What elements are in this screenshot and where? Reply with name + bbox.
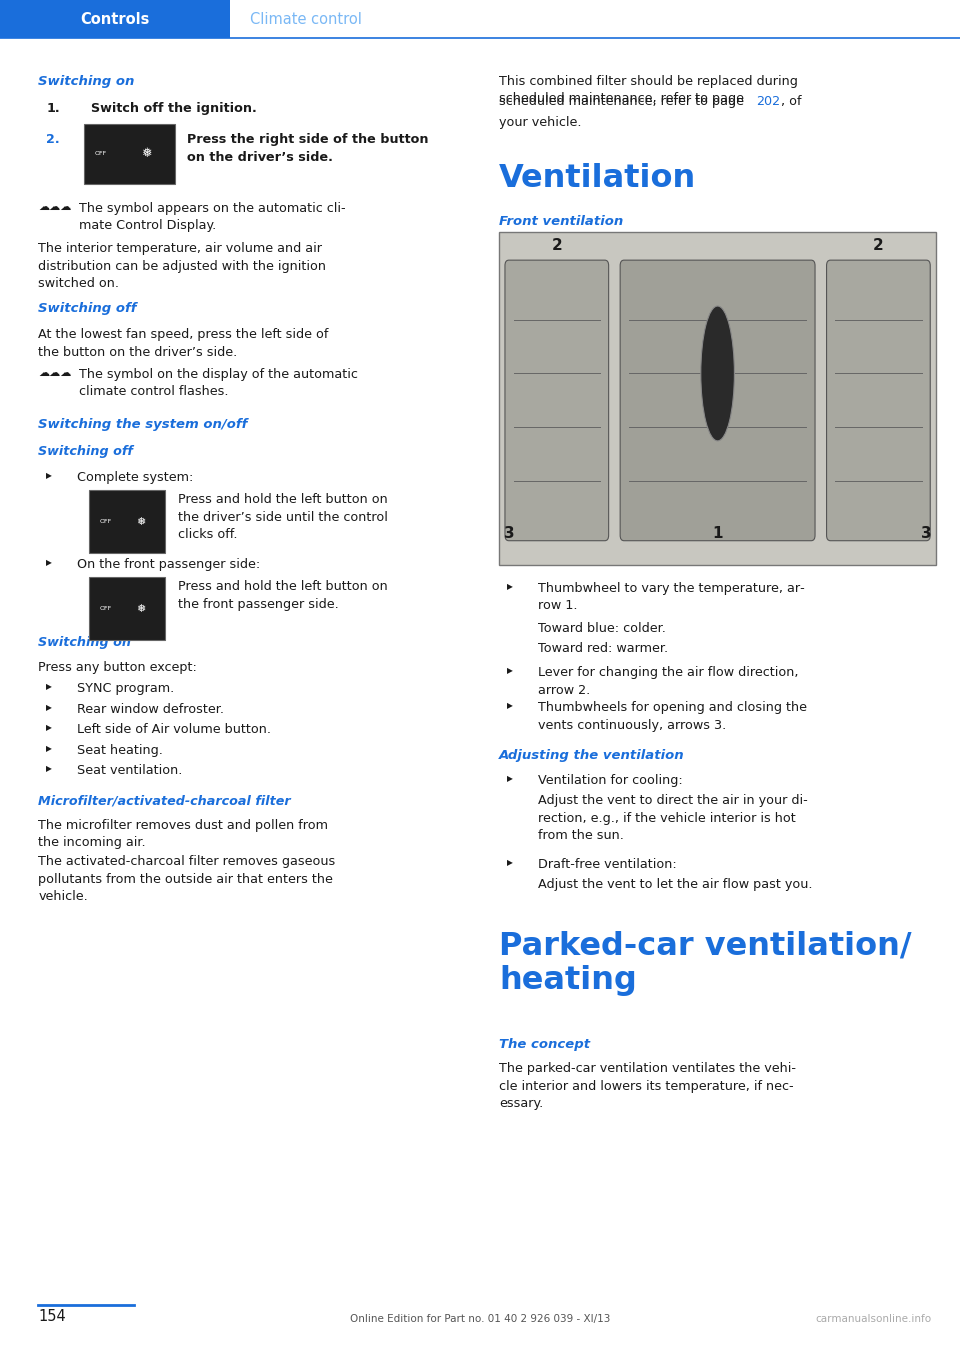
FancyBboxPatch shape [89, 577, 165, 640]
FancyBboxPatch shape [84, 124, 175, 184]
Text: Switching on: Switching on [38, 636, 132, 650]
Text: The microfilter removes dust and pollen from
the incoming air.: The microfilter removes dust and pollen … [38, 819, 328, 849]
FancyBboxPatch shape [620, 260, 815, 541]
Text: ❅: ❅ [136, 603, 146, 614]
Text: 2.: 2. [46, 133, 60, 147]
Text: Thumbwheel to vary the temperature, ar‑
row 1.: Thumbwheel to vary the temperature, ar‑ … [538, 582, 804, 612]
FancyBboxPatch shape [505, 260, 609, 541]
Text: Switching on: Switching on [38, 75, 134, 89]
Text: ▶: ▶ [46, 558, 52, 568]
Text: 1: 1 [712, 526, 723, 541]
Text: The symbol appears on the automatic cli‑
mate Control Display.: The symbol appears on the automatic cli‑… [79, 202, 346, 232]
Text: Adjusting the ventilation: Adjusting the ventilation [499, 749, 684, 763]
Text: Adjust the vent to direct the air in your di‑
rection, e.g., if the vehicle inte: Adjust the vent to direct the air in you… [538, 794, 807, 842]
FancyBboxPatch shape [89, 490, 165, 553]
Text: This combined filter should be replaced during
scheduled maintenance, refer to p: This combined filter should be replaced … [499, 75, 798, 105]
Ellipse shape [701, 306, 734, 441]
Text: 2: 2 [551, 238, 563, 253]
Text: Ventilation for cooling:: Ventilation for cooling: [538, 774, 683, 787]
Text: Toward red: warmer.: Toward red: warmer. [538, 642, 668, 655]
FancyBboxPatch shape [0, 0, 960, 38]
Text: Press any button except:: Press any button except: [38, 661, 197, 674]
Text: ☁☁☁: ☁☁☁ [38, 202, 72, 211]
Text: ▶: ▶ [507, 582, 513, 591]
Text: Press and hold the left button on
the front passenger side.: Press and hold the left button on the fr… [178, 580, 387, 610]
Text: Rear window defroster.: Rear window defroster. [77, 703, 224, 716]
Text: 1.: 1. [46, 102, 60, 116]
Text: scheduled maintenance, refer to page: scheduled maintenance, refer to page [499, 95, 748, 109]
Text: Climate control: Climate control [250, 11, 362, 27]
Text: Thumbwheels for opening and closing the
vents continuously, arrows 3.: Thumbwheels for opening and closing the … [538, 701, 806, 731]
Text: ▶: ▶ [507, 858, 513, 868]
Text: The activated-charcoal filter removes gaseous
pollutants from the outside air th: The activated-charcoal filter removes ga… [38, 855, 336, 903]
Text: ▶: ▶ [46, 471, 52, 481]
Text: OFF: OFF [100, 519, 111, 524]
Text: Switching off: Switching off [38, 302, 137, 316]
Text: Ventilation: Ventilation [499, 163, 696, 195]
Text: Complete system:: Complete system: [77, 471, 193, 485]
Text: 3: 3 [504, 526, 515, 541]
Text: Seat ventilation.: Seat ventilation. [77, 764, 182, 778]
Text: On the front passenger side:: On the front passenger side: [77, 558, 260, 572]
Text: SYNC program.: SYNC program. [77, 682, 174, 696]
Text: 154: 154 [38, 1309, 66, 1324]
Text: Seat heating.: Seat heating. [77, 744, 162, 757]
Text: ▶: ▶ [46, 703, 52, 712]
Text: ❅: ❅ [136, 516, 146, 527]
Text: The parked-car ventilation ventilates the vehi‑
cle interior and lowers its temp: The parked-car ventilation ventilates th… [499, 1062, 796, 1110]
Text: 202: 202 [756, 95, 780, 109]
FancyBboxPatch shape [0, 0, 230, 38]
Text: Press and hold the left button on
the driver’s side until the control
clicks off: Press and hold the left button on the dr… [178, 493, 388, 541]
Text: The symbol on the display of the automatic
climate control flashes.: The symbol on the display of the automat… [79, 368, 357, 398]
Text: ▶: ▶ [507, 774, 513, 783]
Text: ▶: ▶ [507, 701, 513, 711]
Text: ▶: ▶ [46, 682, 52, 692]
Text: your vehicle.: your vehicle. [499, 116, 582, 129]
Text: ▶: ▶ [46, 744, 52, 753]
Text: OFF: OFF [95, 151, 107, 157]
Text: Parked-car ventilation/
heating: Parked-car ventilation/ heating [499, 930, 912, 996]
Text: 3: 3 [921, 526, 931, 541]
Text: Lever for changing the air flow direction,
arrow 2.: Lever for changing the air flow directio… [538, 666, 798, 696]
Text: Controls: Controls [81, 11, 150, 27]
FancyBboxPatch shape [827, 260, 930, 541]
Text: 2: 2 [873, 238, 884, 253]
Text: Switching the system on/off: Switching the system on/off [38, 418, 248, 432]
Text: ❅: ❅ [141, 147, 151, 161]
Text: ▶: ▶ [46, 723, 52, 733]
Text: Online Edition for Part no. 01 40 2 926 039 - XI/13: Online Edition for Part no. 01 40 2 926 … [349, 1314, 611, 1324]
Text: ▶: ▶ [46, 764, 52, 774]
FancyBboxPatch shape [499, 232, 936, 565]
Text: Toward blue: colder.: Toward blue: colder. [538, 622, 665, 636]
Text: ☁☁☁: ☁☁☁ [38, 368, 72, 377]
Text: Adjust the vent to let the air flow past you.: Adjust the vent to let the air flow past… [538, 878, 812, 892]
Text: Switch off the ignition.: Switch off the ignition. [91, 102, 257, 116]
Text: The concept: The concept [499, 1038, 590, 1051]
Text: , of: , of [781, 95, 802, 109]
Text: ▶: ▶ [507, 666, 513, 676]
Text: Microfilter/activated-charcoal filter: Microfilter/activated-charcoal filter [38, 794, 291, 808]
Text: Switching off: Switching off [38, 445, 133, 459]
Text: At the lowest fan speed, press the left side of
the button on the driver’s side.: At the lowest fan speed, press the left … [38, 328, 328, 358]
Text: Front ventilation: Front ventilation [499, 215, 623, 229]
Text: carmanualsonline.info: carmanualsonline.info [815, 1314, 931, 1324]
Text: Press the right side of the button
on the driver’s side.: Press the right side of the button on th… [187, 133, 429, 163]
Text: The interior temperature, air volume and air
distribution can be adjusted with t: The interior temperature, air volume and… [38, 242, 326, 290]
Text: OFF: OFF [100, 606, 111, 612]
Text: Draft-free ventilation:: Draft-free ventilation: [538, 858, 677, 872]
Text: Left side of Air volume button.: Left side of Air volume button. [77, 723, 271, 737]
